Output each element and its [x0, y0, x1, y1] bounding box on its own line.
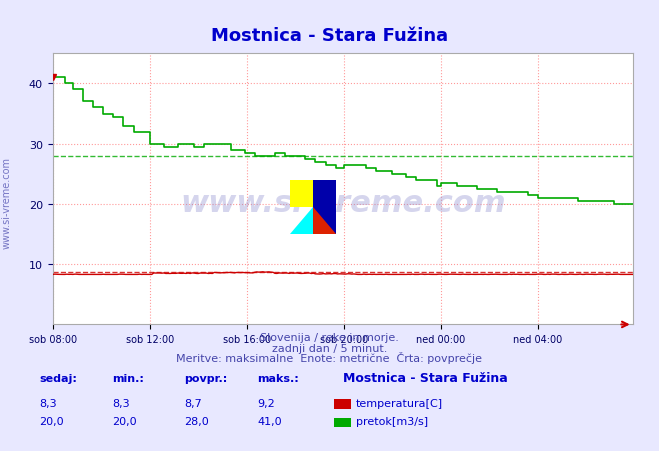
Text: 9,2: 9,2: [257, 398, 275, 408]
Text: min.:: min.:: [112, 373, 144, 383]
Text: www.si-vreme.com: www.si-vreme.com: [1, 157, 12, 249]
Text: Meritve: maksimalne  Enote: metrične  Črta: povprečje: Meritve: maksimalne Enote: metrične Črta…: [177, 351, 482, 363]
Text: povpr.:: povpr.:: [185, 373, 228, 383]
Text: zadnji dan / 5 minut.: zadnji dan / 5 minut.: [272, 343, 387, 353]
Text: 41,0: 41,0: [257, 416, 281, 426]
Polygon shape: [313, 180, 336, 235]
Text: Mostnica - Stara Fužina: Mostnica - Stara Fužina: [211, 27, 448, 45]
Polygon shape: [290, 207, 313, 235]
Text: 8,3: 8,3: [112, 398, 130, 408]
Text: 8,7: 8,7: [185, 398, 202, 408]
Text: www.si-vreme.com: www.si-vreme.com: [180, 189, 505, 217]
Bar: [290, 180, 313, 207]
Text: 20,0: 20,0: [40, 416, 64, 426]
Text: 8,3: 8,3: [40, 398, 57, 408]
Polygon shape: [313, 207, 336, 235]
Text: 20,0: 20,0: [112, 416, 136, 426]
Text: Slovenija / reke in morje.: Slovenija / reke in morje.: [260, 332, 399, 342]
Text: sedaj:: sedaj:: [40, 373, 77, 383]
Text: maks.:: maks.:: [257, 373, 299, 383]
Text: temperatura[C]: temperatura[C]: [356, 398, 443, 408]
Text: pretok[m3/s]: pretok[m3/s]: [356, 416, 428, 426]
Text: 28,0: 28,0: [185, 416, 210, 426]
Text: Mostnica - Stara Fužina: Mostnica - Stara Fužina: [343, 371, 507, 384]
